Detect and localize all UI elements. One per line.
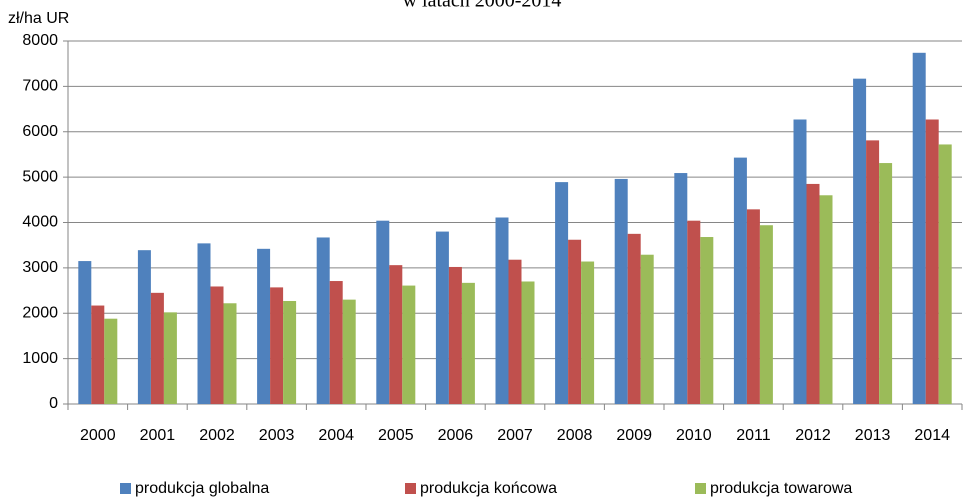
y-tick-label: 2000 [22, 304, 58, 321]
y-tick-label: 8000 [22, 32, 58, 49]
bar [568, 239, 582, 404]
x-tick-label: 2005 [378, 427, 414, 444]
legend-label: produkcja końcowa [420, 480, 557, 497]
bar [614, 178, 628, 404]
bar [555, 182, 569, 404]
bar [759, 225, 773, 404]
bar [508, 259, 522, 404]
bar [912, 52, 926, 405]
bar [150, 292, 164, 404]
legend-label: produkcja globalna [135, 480, 269, 497]
bar [448, 266, 462, 404]
y-tick-label: 7000 [22, 78, 58, 95]
legend-swatch [405, 483, 416, 494]
bar [283, 300, 297, 404]
x-tick-label: 2004 [318, 427, 354, 444]
bar [104, 318, 118, 404]
y-tick-label: 5000 [22, 168, 58, 185]
chart-title: w latach 2000-2014 [403, 0, 562, 12]
bar [853, 78, 867, 404]
bar [627, 233, 641, 404]
bar [866, 140, 880, 404]
x-tick-label: 2008 [557, 427, 593, 444]
legend-swatch [695, 483, 706, 494]
bar [210, 286, 224, 404]
bar [879, 163, 893, 404]
bar [925, 119, 939, 404]
bar [197, 243, 211, 404]
x-tick-label: 2003 [259, 427, 295, 444]
bar [521, 281, 535, 404]
x-tick-label: 2009 [616, 427, 652, 444]
bar [316, 237, 330, 404]
bar [700, 237, 714, 404]
x-tick-label: 2013 [855, 427, 891, 444]
x-tick-label: 2001 [140, 427, 176, 444]
bar [640, 254, 654, 404]
bar [819, 195, 833, 404]
bar [746, 209, 760, 404]
legend-label: produkcja towarowa [710, 480, 852, 497]
bar [435, 231, 449, 404]
y-axis-label: zł/ha UR [8, 10, 69, 27]
bar [163, 312, 177, 404]
bar [938, 144, 952, 404]
bar [806, 183, 820, 404]
y-tick-label: 4000 [22, 214, 58, 231]
bar [461, 282, 475, 404]
bar [733, 157, 747, 404]
bar [581, 261, 595, 404]
bar [137, 250, 151, 404]
x-tick-label: 2002 [199, 427, 235, 444]
y-tick-label: 0 [49, 395, 58, 412]
x-tick-label: 2007 [497, 427, 533, 444]
bar [793, 119, 807, 404]
y-tick-label: 3000 [22, 259, 58, 276]
y-tick-label: 1000 [22, 350, 58, 367]
legend-swatch [120, 483, 131, 494]
bar [402, 285, 416, 404]
x-tick-label: 2012 [795, 427, 831, 444]
bar [687, 220, 701, 404]
bar [329, 281, 343, 404]
bar [674, 173, 688, 404]
bar [342, 299, 356, 404]
bar [495, 217, 509, 404]
x-tick-label: 2000 [80, 427, 116, 444]
x-tick-label: 2010 [676, 427, 712, 444]
x-tick-label: 2011 [736, 427, 771, 444]
bar [223, 303, 237, 404]
bar [257, 248, 271, 404]
bar [376, 220, 390, 404]
x-tick-label: 2014 [914, 427, 950, 444]
bar [389, 265, 403, 404]
y-tick-label: 6000 [22, 123, 58, 140]
bar [78, 261, 92, 404]
bar [91, 305, 105, 404]
x-tick-label: 2006 [438, 427, 474, 444]
bar [270, 287, 284, 404]
